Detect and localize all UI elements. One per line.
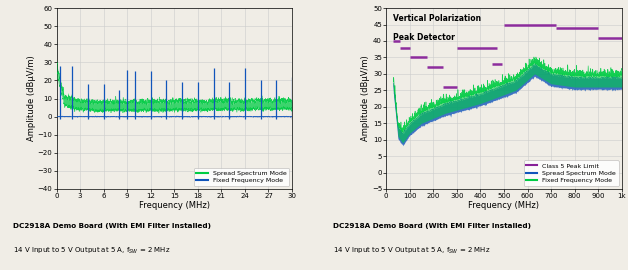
Text: 14 V Input to 5 V Output at 5 A, f$_{SW}$ = 2 MHz: 14 V Input to 5 V Output at 5 A, f$_{SW}… [333,246,490,256]
Legend: Spread Spectrum Mode, Fixed Frequency Mode: Spread Spectrum Mode, Fixed Frequency Mo… [194,168,289,186]
Text: Vertical Polarization: Vertical Polarization [393,14,482,22]
Text: DC2918A Demo Board (With EMI Filter Installed): DC2918A Demo Board (With EMI Filter Inst… [333,223,531,229]
Text: DC2918A Demo Board (With EMI Filter Installed): DC2918A Demo Board (With EMI Filter Inst… [13,223,210,229]
X-axis label: Frequency (MHz): Frequency (MHz) [468,201,539,210]
X-axis label: Frequency (MHz): Frequency (MHz) [139,201,210,210]
Y-axis label: Amplitude (dBμV/m): Amplitude (dBμV/m) [27,56,36,141]
Legend: Class 5 Peak Limit, Spread Spectrum Mode, Fixed Frequency Mode: Class 5 Peak Limit, Spread Spectrum Mode… [524,160,619,186]
Y-axis label: Amplitude (dBμV/m): Amplitude (dBμV/m) [362,56,371,141]
Text: Peak Detector: Peak Detector [393,33,455,42]
Text: 14 V Input to 5 V Output at 5 A, f$_{SW}$ = 2 MHz: 14 V Input to 5 V Output at 5 A, f$_{SW}… [13,246,170,256]
